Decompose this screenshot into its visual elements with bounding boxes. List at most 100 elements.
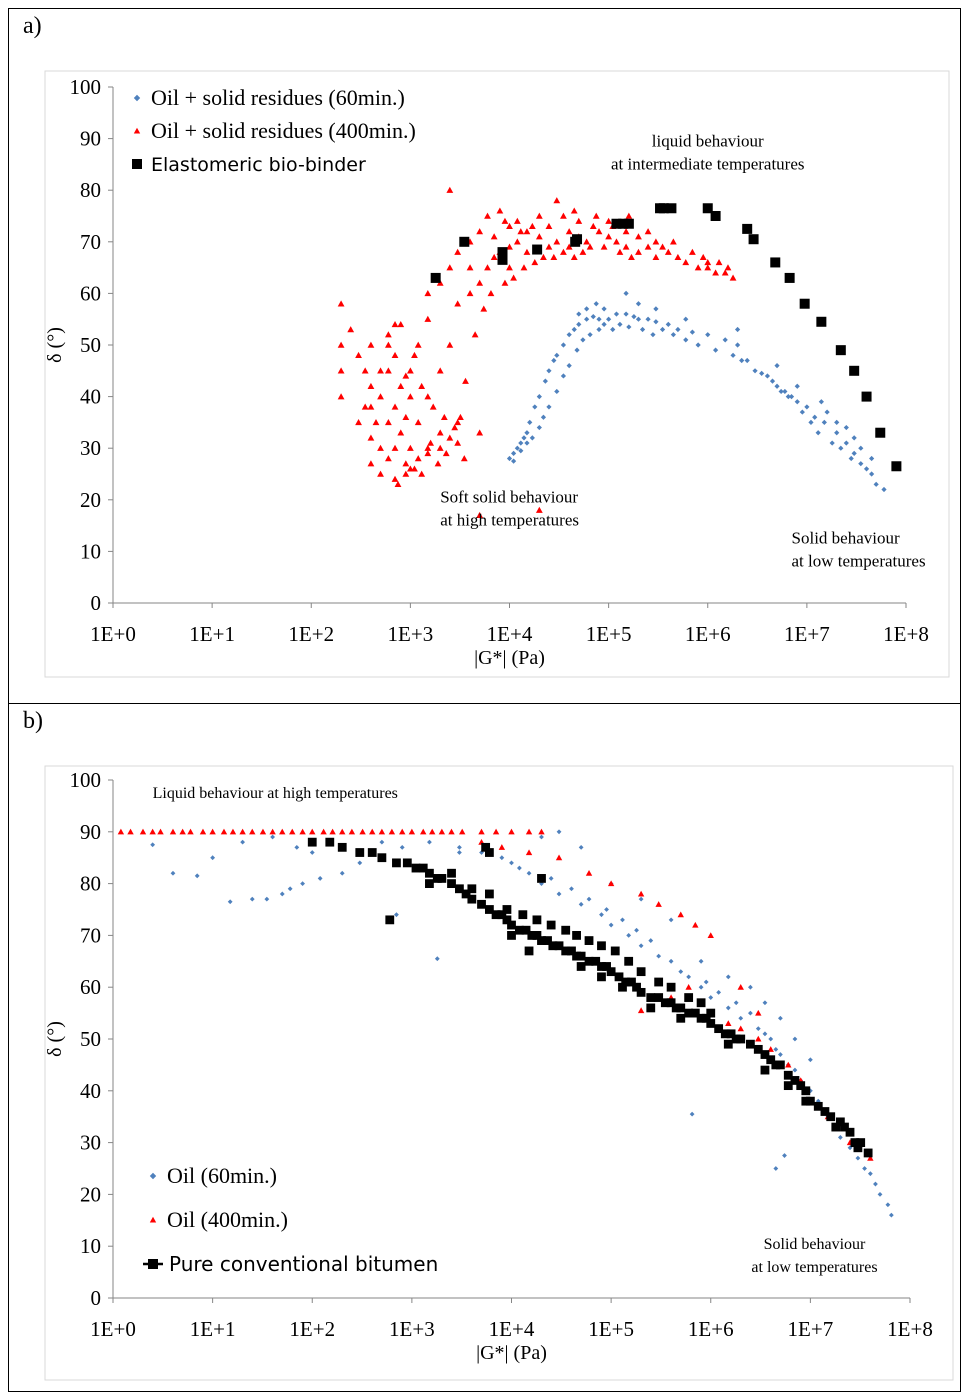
data-point [506,243,513,250]
data-point [249,828,256,835]
data-point [575,217,583,224]
data-point [289,828,296,835]
data-point [553,197,561,204]
data-point [402,470,410,477]
data-point [639,326,646,333]
data-point [384,367,392,374]
data-point [826,1112,836,1122]
data-point [586,243,594,250]
data-point [510,274,518,281]
data-point [653,306,659,312]
legend-marker [132,159,142,169]
data-point [170,870,176,876]
data-point [480,305,488,312]
data-point [720,1029,730,1039]
data-point [325,837,335,847]
data-point [532,244,543,255]
data-point [704,264,712,271]
data-point [194,873,200,879]
data-point [644,228,652,235]
data-point [689,329,695,335]
data-point [117,828,125,835]
data-point [624,956,634,966]
data-point [589,222,597,230]
legend-label: Oil (60min.) [167,1163,277,1188]
data-point [560,248,567,255]
data-point [744,357,750,364]
data-point [320,828,327,835]
data-point [666,982,676,992]
data-point [337,842,347,852]
data-point [569,886,574,892]
data-point [638,896,644,902]
data-point [436,367,444,374]
data-point [796,1081,806,1091]
data-point [149,828,156,835]
data-point [481,842,491,852]
data-point [309,850,315,855]
data-point [359,828,366,835]
data-point [616,248,624,255]
data-point [774,363,780,369]
data-point [508,828,515,835]
data-point [658,203,669,214]
data-point [759,370,765,376]
data-point [858,461,864,467]
data-point [576,321,582,327]
data-point [414,419,422,426]
data-point [623,311,629,317]
data-point [467,884,477,894]
data-point [593,301,599,307]
data-point [769,378,776,384]
data-point [851,450,857,456]
x-tick-label: 1E+6 [685,622,731,646]
data-point [459,828,466,835]
data-point [660,998,670,1008]
data-point [840,1122,849,1132]
data-point [623,218,634,229]
data-point [279,828,286,835]
data-point [875,427,886,438]
data-point [498,844,506,850]
x-tick-label: 1E+4 [487,622,533,646]
data-point [529,435,535,441]
y-tick-label: 60 [80,281,101,305]
x-tick-label: 1E+8 [883,622,929,646]
data-point [610,326,616,333]
data-point [725,1005,731,1011]
data-point [457,413,464,420]
data-point [684,1008,694,1018]
data-point [418,382,426,389]
data-point [652,238,660,245]
data-point [736,1034,746,1044]
data-point [367,403,375,410]
data-point [461,889,471,899]
data-point [424,393,432,400]
data-point [391,351,399,359]
data-point [397,320,405,328]
data-point [446,341,454,348]
data-point [555,854,563,861]
x-tick-label: 1E+0 [90,622,136,646]
data-point [484,848,494,857]
y-axis-title: δ (°) [44,1021,66,1057]
data-point [385,915,395,925]
data-point [698,958,704,964]
data-point [384,419,392,426]
series-diamond [506,290,887,493]
data-point [540,414,547,420]
data-point [869,471,875,477]
data-point [618,218,629,229]
data-point [384,331,392,338]
data-point [518,440,524,446]
data-point [402,372,410,379]
data-point [442,449,450,457]
data-point [716,989,722,995]
data-point [683,316,689,322]
data-point [703,979,709,985]
data-point [799,409,805,415]
data-point [590,314,596,320]
data-point [808,419,814,425]
data-point [818,399,824,405]
data-point [239,828,246,835]
